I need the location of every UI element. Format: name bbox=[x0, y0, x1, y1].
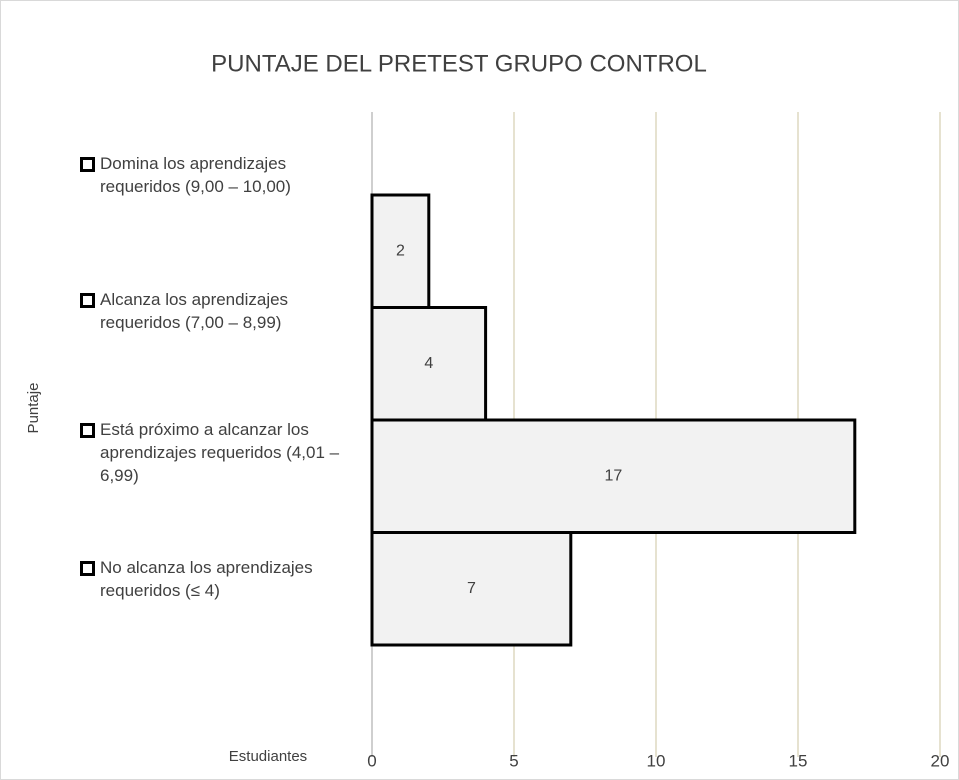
data-label: 7 bbox=[467, 580, 476, 597]
x-tick-label: 20 bbox=[931, 751, 950, 770]
legend-marker bbox=[80, 423, 95, 438]
category-text: Alcanza los aprendizajes requeridos (7,0… bbox=[100, 290, 289, 332]
data-label: 17 bbox=[605, 467, 623, 484]
category-label: Domina los aprendizajes requeridos (9,00… bbox=[80, 152, 370, 198]
data-label: 2 bbox=[396, 242, 405, 259]
legend-marker bbox=[80, 157, 95, 172]
legend-marker bbox=[80, 561, 95, 576]
x-axis-title: Estudiantes bbox=[229, 748, 307, 765]
x-tick-label: 10 bbox=[647, 751, 666, 770]
bar bbox=[370, 306, 488, 422]
y-axis-title: Puntaje bbox=[25, 383, 42, 434]
x-tick-label: 5 bbox=[509, 751, 518, 770]
category-text: No alcanza los aprendizajes requeridos (… bbox=[100, 558, 313, 600]
data-label: 4 bbox=[424, 355, 433, 372]
category-label: No alcanza los aprendizajes requeridos (… bbox=[80, 556, 370, 602]
x-tick-label: 0 bbox=[367, 751, 376, 770]
category-text: Domina los aprendizajes requeridos (9,00… bbox=[100, 154, 291, 196]
category-label: Está próximo a alcanzar los aprendizajes… bbox=[80, 418, 370, 487]
bar bbox=[370, 531, 573, 647]
category-text: Está próximo a alcanzar los aprendizajes… bbox=[100, 420, 340, 485]
bar bbox=[370, 418, 857, 534]
bar bbox=[370, 193, 431, 309]
x-tick-label: 15 bbox=[789, 751, 808, 770]
legend-marker bbox=[80, 293, 95, 308]
chart-title: PUNTAJE DEL PRETEST GRUPO CONTROL bbox=[211, 50, 707, 77]
category-label: Alcanza los aprendizajes requeridos (7,0… bbox=[80, 288, 370, 334]
